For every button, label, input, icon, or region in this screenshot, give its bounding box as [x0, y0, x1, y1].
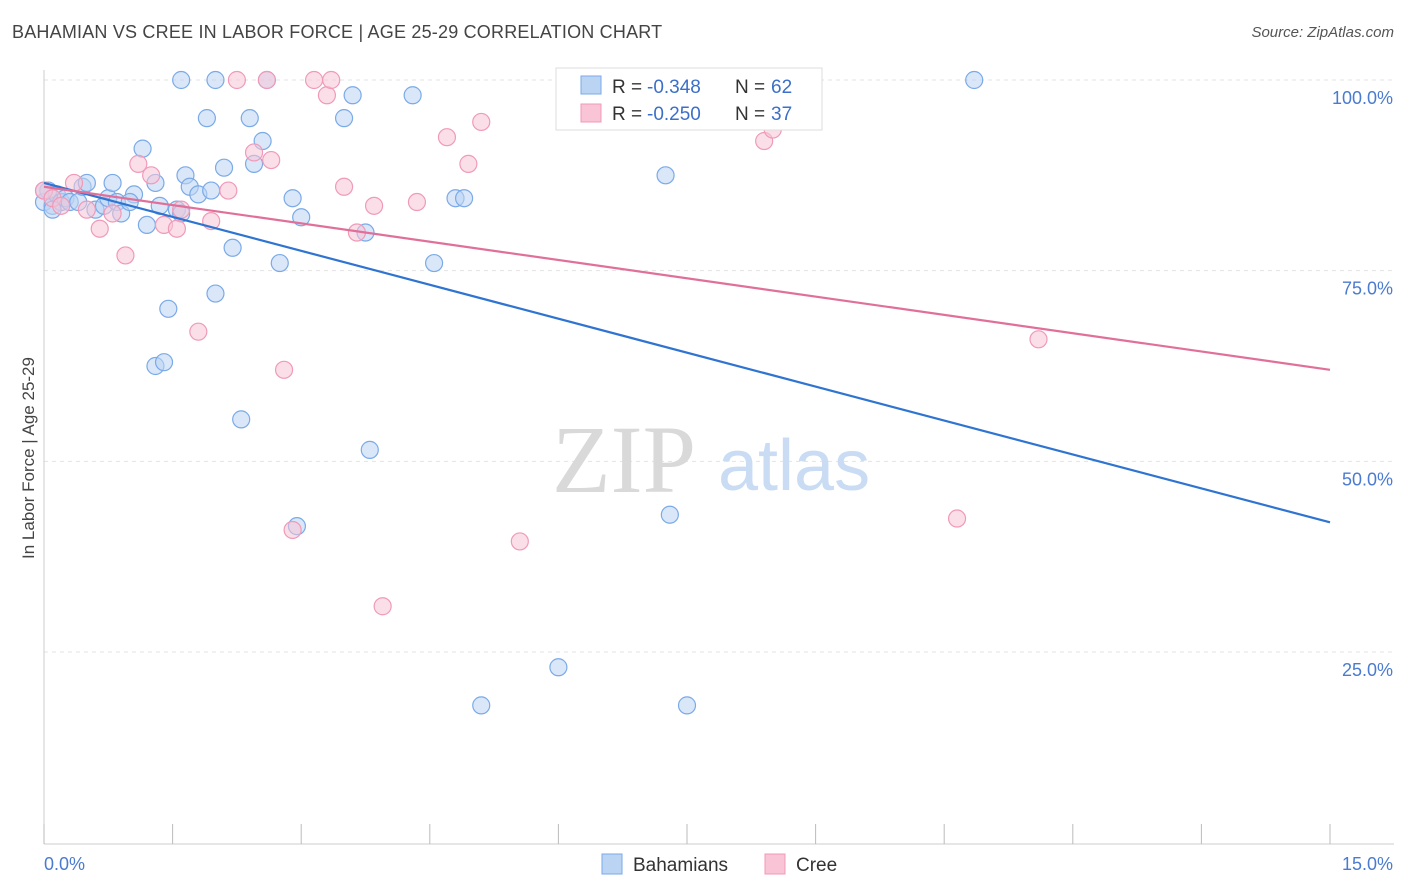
series-legend-swatch-cree — [764, 853, 786, 875]
point-cree — [283, 520, 302, 540]
point-bahamians — [424, 253, 444, 273]
point-cree — [103, 204, 122, 223]
point-cree — [219, 181, 238, 200]
point-bahamians — [660, 505, 679, 524]
x-tick-label-min: 0.0% — [44, 854, 85, 874]
trend-line-bahamians — [43, 181, 1331, 524]
point-bahamians — [677, 696, 697, 715]
point-bahamians — [206, 70, 225, 90]
point-cree — [90, 219, 109, 238]
point-cree — [459, 154, 478, 173]
point-cree — [262, 150, 281, 170]
point-bahamians — [360, 440, 379, 459]
watermark-zip: ZIP — [552, 406, 696, 513]
point-cree — [142, 166, 161, 185]
point-cree — [317, 86, 337, 105]
trend-line-cree — [43, 185, 1331, 371]
y-axis-label: In Labor Force | Age 25-29 — [19, 357, 38, 559]
point-cree — [947, 509, 967, 528]
y-tick-label: 75.0% — [1342, 279, 1393, 299]
chart-source: Source: ZipAtlas.com — [1251, 24, 1394, 41]
legend-r-value-bahamians: -0.348 — [647, 77, 701, 98]
chart-title: BAHAMIAN VS CREE IN LABOR FORCE | AGE 25… — [12, 22, 663, 42]
trend-lines — [43, 181, 1331, 524]
point-cree — [510, 532, 529, 551]
point-cree — [1029, 330, 1048, 349]
point-bahamians — [549, 658, 568, 677]
point-bahamians — [133, 139, 152, 158]
y-tick-label: 50.0% — [1342, 469, 1393, 489]
point-cree — [257, 70, 277, 90]
point-bahamians — [214, 158, 234, 177]
point-bahamians — [197, 109, 216, 128]
watermark: ZIP atlas — [552, 406, 870, 513]
y-tick-label: 100.0% — [1332, 88, 1393, 108]
point-bahamians — [159, 299, 178, 318]
point-cree — [52, 196, 71, 215]
point-bahamians — [232, 410, 251, 429]
point-bahamians — [154, 353, 174, 372]
point-cree — [244, 143, 264, 162]
point-cree — [322, 70, 341, 90]
point-cree — [407, 192, 427, 212]
point-bahamians — [283, 189, 302, 208]
point-bahamians — [334, 109, 354, 128]
point-cree — [304, 70, 324, 90]
y-tick-label: 25.0% — [1342, 660, 1393, 680]
point-bahamians — [240, 109, 259, 128]
legend-r-label-bahamians: R = — [612, 77, 642, 98]
point-bahamians — [206, 284, 225, 303]
point-bahamians — [202, 181, 221, 200]
point-bahamians — [137, 215, 156, 235]
point-cree — [129, 154, 148, 173]
data-points — [34, 70, 1048, 715]
point-bahamians — [472, 696, 491, 715]
point-cree — [364, 196, 384, 215]
point-bahamians — [343, 86, 362, 105]
point-bahamians — [454, 189, 474, 208]
point-bahamians — [656, 166, 675, 185]
legend-r-label-cree: R = — [612, 104, 642, 125]
point-cree — [77, 200, 96, 219]
point-bahamians — [403, 86, 422, 105]
point-bahamians — [292, 208, 311, 227]
point-cree — [274, 360, 294, 379]
legend-swatch-cree — [580, 103, 602, 123]
point-bahamians — [965, 70, 984, 90]
point-cree — [172, 200, 191, 219]
legend-r-value-cree: -0.250 — [647, 104, 701, 125]
legend-n-value-bahamians: 62 — [771, 77, 792, 98]
point-bahamians — [223, 238, 242, 257]
point-cree — [373, 597, 392, 616]
legend-n-value-cree: 37 — [771, 104, 792, 125]
point-cree — [189, 322, 208, 341]
point-cree — [437, 128, 457, 147]
tick-labels: 25.0% 50.0% 75.0% 100.0% 0.0% 15.0% — [44, 88, 1393, 874]
stats-legend: R = -0.348 N = 62 R = -0.250 N = 37 — [555, 67, 823, 131]
series-legend-swatch-bahamians — [601, 853, 623, 875]
point-bahamians — [270, 253, 289, 273]
point-bahamians — [103, 173, 122, 193]
series-legend: Bahamians Cree — [601, 853, 837, 876]
legend-swatch-bahamians — [580, 75, 602, 95]
legend-n-label-bahamians: N = — [735, 77, 765, 98]
point-cree — [116, 246, 135, 265]
point-bahamians — [172, 70, 191, 90]
point-cree — [167, 219, 186, 238]
point-cree — [472, 112, 491, 132]
legend-n-label-cree: N = — [735, 104, 765, 125]
point-cree — [227, 70, 246, 90]
point-cree — [334, 177, 354, 196]
series-legend-label-bahamians: Bahamians — [633, 855, 728, 876]
series-legend-label-cree: Cree — [796, 855, 837, 876]
watermark-atlas: atlas — [718, 426, 870, 506]
x-tick-label-max: 15.0% — [1342, 854, 1393, 874]
